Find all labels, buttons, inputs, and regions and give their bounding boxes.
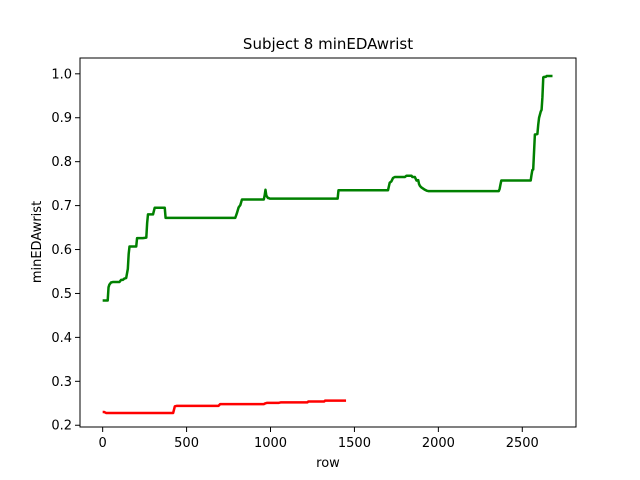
y-tick-label: 0.6 [51,243,72,258]
y-axis: 0.2 0.3 0.4 0.5 0.6 0.7 0.8 0.9 1.0 [51,67,80,434]
x-axis: 0 500 1000 1500 2000 2500 [99,427,539,451]
y-tick-label: 0.2 [51,419,72,434]
chart-title: Subject 8 minEDAwrist [243,35,413,53]
series-line-2 [102,399,347,415]
x-tick-label: 500 [174,436,199,451]
y-tick-label: 0.8 [51,155,72,170]
x-tick-label: 1500 [338,436,371,451]
x-tick-label: 2000 [422,436,455,451]
y-tick-label: 0.9 [51,111,72,126]
y-tick-label: 0.7 [51,199,72,214]
x-tick-label: 1000 [254,436,287,451]
y-tick-label: 0.3 [51,375,72,390]
x-axis-label: row [316,456,340,471]
y-axis-label: minEDAwrist [30,201,45,283]
y-tick-label: 0.5 [51,287,72,302]
x-tick-label: 2500 [506,436,539,451]
series-line-1 [102,74,553,302]
plot-frame [79,57,577,428]
series-layer [102,74,553,415]
x-tick-label: 0 [99,436,107,451]
y-tick-label: 0.4 [51,331,72,346]
y-tick-label: 1.0 [51,67,72,82]
